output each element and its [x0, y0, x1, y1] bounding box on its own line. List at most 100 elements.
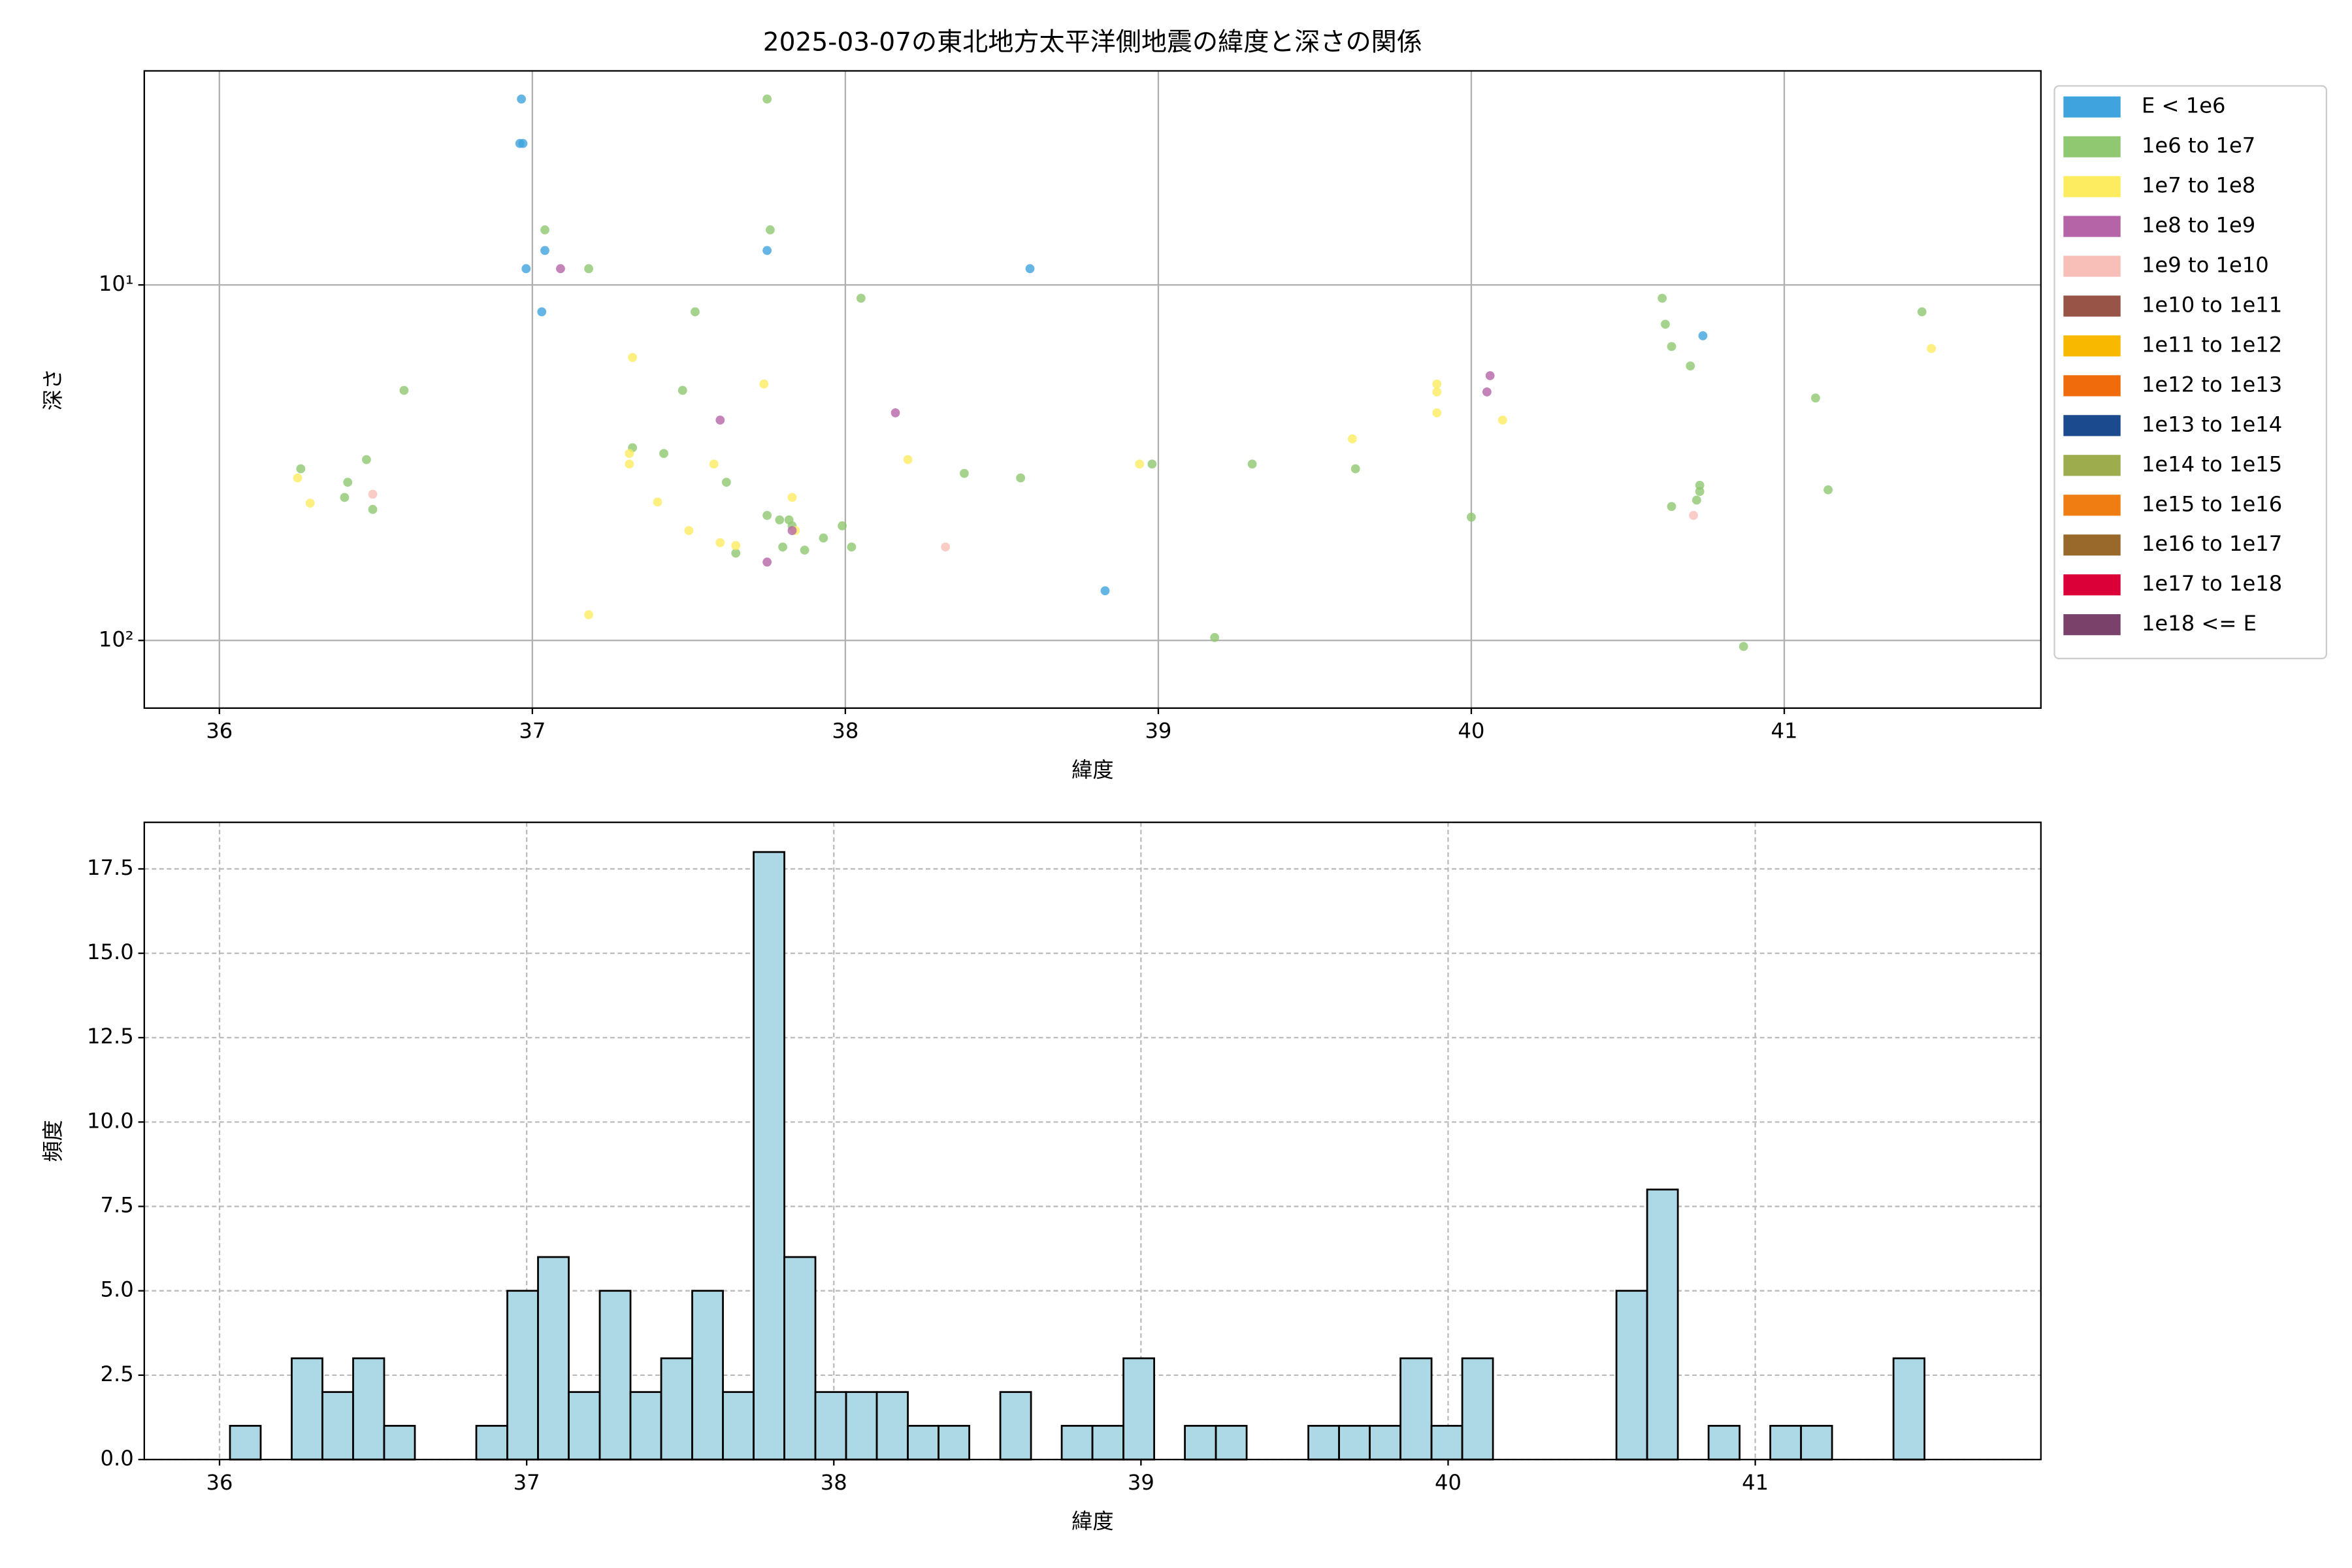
legend-swatch	[2063, 335, 2121, 357]
point	[941, 542, 951, 552]
point	[1686, 361, 1695, 371]
bar	[814, 1391, 847, 1461]
y-tick-label: 10²	[99, 627, 134, 651]
point	[1695, 480, 1705, 490]
point	[1432, 387, 1442, 397]
point	[653, 497, 662, 507]
x-axis-label: 緯度	[1071, 1509, 1113, 1534]
x-axis-label: 緯度	[1071, 757, 1113, 782]
point	[787, 526, 797, 536]
point	[1467, 512, 1476, 522]
bar	[753, 851, 785, 1461]
point	[762, 94, 772, 104]
x-tick-label: 38	[821, 1470, 847, 1495]
bar	[1215, 1424, 1248, 1461]
chart-title: 2025-03-07の東北地方太平洋側地震の緯度と深さの関係	[763, 28, 1422, 57]
point	[721, 478, 731, 487]
x-tick-label: 39	[1128, 1470, 1154, 1495]
bar	[537, 1256, 570, 1461]
point	[1147, 459, 1157, 469]
bar	[475, 1424, 508, 1461]
y-tick-label: 12.5	[87, 1024, 134, 1049]
bar	[1769, 1424, 1803, 1461]
legend-label: 1e10 to 1e11	[2142, 292, 2282, 317]
y-tick-label: 0.0	[101, 1446, 134, 1471]
point	[1432, 408, 1442, 417]
point	[1823, 485, 1833, 495]
point	[584, 610, 593, 619]
y-tick-label: 15.0	[87, 939, 134, 964]
bar	[1615, 1290, 1648, 1461]
point	[305, 498, 315, 508]
legend-swatch	[2063, 216, 2121, 237]
legend-label: 1e17 to 1e18	[2142, 571, 2282, 596]
point	[1348, 434, 1357, 444]
legend-swatch	[2063, 614, 2121, 636]
point	[1025, 264, 1035, 274]
legend-label: 1e13 to 1e14	[2142, 412, 2282, 436]
point	[1739, 642, 1748, 651]
point	[709, 459, 719, 469]
point	[1482, 387, 1492, 397]
point	[1689, 511, 1698, 520]
legend-label: 1e9 to 1e10	[2142, 253, 2269, 278]
bar	[1707, 1424, 1741, 1461]
point	[800, 546, 809, 555]
bar	[1430, 1424, 1463, 1461]
bar	[629, 1391, 662, 1461]
point	[625, 449, 634, 459]
x-tick-label: 38	[832, 719, 858, 743]
point	[678, 385, 687, 395]
point	[1695, 487, 1705, 497]
bar	[352, 1357, 385, 1461]
point	[1350, 464, 1360, 474]
point	[731, 548, 741, 558]
y-tick-label: 7.5	[101, 1193, 134, 1218]
legend-swatch	[2063, 574, 2121, 596]
point	[1691, 495, 1701, 505]
legend-label: 1e15 to 1e16	[2142, 491, 2282, 516]
point	[625, 459, 634, 469]
point	[778, 542, 787, 552]
point	[766, 225, 775, 235]
point	[399, 385, 409, 395]
legend-swatch	[2063, 136, 2121, 157]
point	[1100, 586, 1110, 596]
y-tick-label: 17.5	[87, 855, 134, 880]
bar	[1369, 1424, 1402, 1461]
point	[762, 511, 772, 520]
point	[787, 493, 797, 502]
point	[368, 504, 378, 514]
bar	[783, 1256, 817, 1461]
bar	[1646, 1188, 1679, 1461]
point	[1016, 473, 1026, 483]
x-tick-label: 36	[206, 719, 233, 743]
point	[1485, 371, 1495, 380]
y-tick-label: 10¹	[99, 271, 134, 296]
point	[537, 307, 547, 317]
bar	[1122, 1357, 1155, 1461]
legend-swatch	[2063, 455, 2121, 476]
point	[343, 478, 353, 487]
point	[362, 455, 371, 465]
point	[521, 264, 531, 274]
legend-label: 1e14 to 1e15	[2142, 451, 2282, 476]
bar	[938, 1424, 970, 1461]
bar	[1307, 1424, 1340, 1461]
point	[715, 416, 725, 425]
point	[715, 538, 725, 547]
bar	[568, 1391, 601, 1461]
legend-swatch	[2063, 176, 2121, 197]
y-axis-label: 深さ	[41, 368, 65, 410]
x-tick-label: 40	[1435, 1470, 1462, 1495]
point	[960, 468, 969, 478]
point	[1497, 416, 1507, 425]
x-tick-label: 39	[1145, 719, 1171, 743]
point	[819, 533, 828, 543]
point	[838, 521, 847, 531]
bar	[1338, 1424, 1371, 1461]
legend-label: 1e11 to 1e12	[2142, 332, 2282, 357]
legend-label: 1e7 to 1e8	[2142, 173, 2255, 198]
point	[775, 515, 785, 525]
